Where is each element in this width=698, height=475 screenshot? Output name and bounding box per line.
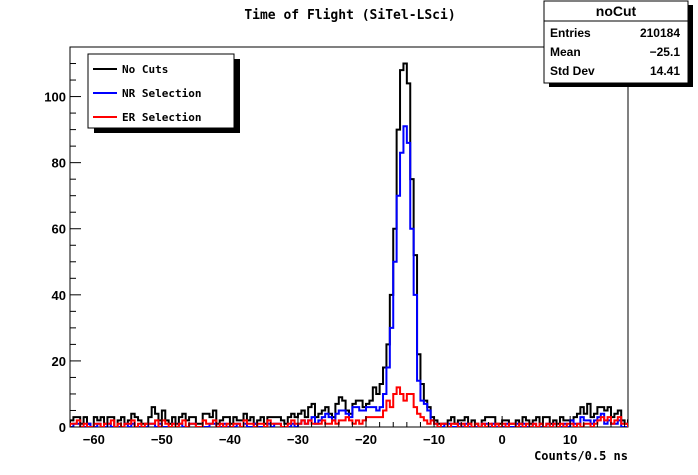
x-tick-label: −10 [423,432,445,447]
x-tick-label: −60 [83,432,105,447]
x-tick-label: −50 [151,432,173,447]
stats-box-title: noCut [596,3,637,19]
y-tick-label: 100 [44,90,66,105]
legend: No Cuts NR Selection ER Selection [87,53,240,133]
x-tick-label: −30 [287,432,309,447]
chart-title: Time of Flight (SiTel-LSci) [244,8,455,23]
y-tick-label: 80 [52,156,66,171]
y-tick-label: 60 [52,222,66,237]
series-nr-selection-histogram [70,125,628,427]
legend-label-er-selection: ER Selection [122,111,201,124]
stats-value-mean: −25.1 [650,45,681,59]
stats-label-mean: Mean [550,45,581,59]
x-tick-label: −20 [355,432,377,447]
x-tick-label: 0 [498,432,505,447]
stats-box: noCut Entries 210184 Mean −25.1 Std Dev … [543,0,693,87]
stats-box-frame [543,0,689,84]
y-tick-label: 40 [52,288,66,303]
y-tick-label: 0 [59,420,66,435]
stats-label-std-dev: Std Dev [550,64,595,78]
stats-label-entries: Entries [550,26,591,40]
legend-label-no-cuts: No Cuts [122,63,168,76]
x-tick-label: −40 [219,432,241,447]
x-tick-label: 10 [563,432,577,447]
series-er-selection-histogram [70,386,628,427]
legend-label-nr-selection: NR Selection [122,87,201,100]
series-no-cuts-histogram [70,62,628,427]
x-axis-label: Counts/0.5 ns [534,449,628,463]
y-tick-label: 20 [52,354,66,369]
histogram-layer [70,62,628,427]
stats-value-entries: 210184 [640,26,680,40]
stats-value-std-dev: 14.41 [650,64,680,78]
legend-box [87,53,235,129]
